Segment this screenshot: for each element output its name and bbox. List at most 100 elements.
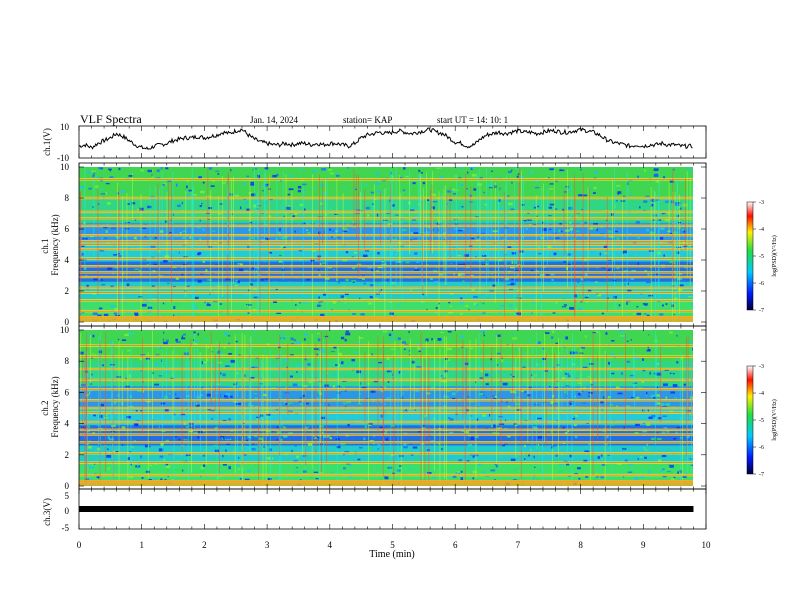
x-tick-label: 8 [578,540,583,550]
spectrogram-sferic [498,195,500,286]
spectrogram-sferic [544,333,545,442]
spectrogram-sferic [691,184,693,239]
spectrogram-speckle [679,241,682,244]
spectrogram-speckle [574,435,578,439]
spectrogram-speckle [268,198,273,201]
spectrogram-sferic [490,176,492,240]
spectrogram-speckle [533,455,535,459]
spectrogram-speckle [400,373,404,376]
spectrogram-sferic [606,196,608,312]
ch1-frequency-label: Frequency (kHz) [50,214,60,275]
spectrogram-speckle [417,347,421,350]
spectrogram-speckle [175,277,179,280]
spectrogram-speckle [220,374,222,377]
spectrogram-speckle [299,168,303,171]
spectrogram-lowband [79,316,693,322]
spectrogram-speckle [624,459,628,463]
spectrogram-speckle [587,294,590,298]
spectrogram-speckle [497,187,502,189]
spectrogram-speckle [251,193,256,197]
spectrogram-speckle [170,377,174,380]
spectrogram-speckle [649,231,655,234]
spectrogram-band-core [79,429,693,431]
spectrogram-speckle [576,230,580,233]
x-tick-label: 5 [390,540,395,550]
spectrogram-speckle [637,237,640,239]
spectrogram-speckle [487,183,491,187]
spectrogram-speckle [492,284,496,288]
spectrogram-speckle [408,297,411,301]
spectrogram-speckle [310,256,313,258]
spectrogram-speckle [532,374,537,377]
spectrogram-speckle [223,394,228,398]
spectrogram-speckle [577,467,581,470]
spectrogram-sferic [424,359,426,486]
spectrogram-sferic [97,188,99,295]
spectrogram-speckle [368,424,372,427]
spectrogram-speckle [181,472,184,475]
spectrogram-speckle [673,437,677,440]
spectrogram-speckle [155,346,161,349]
spectrogram-speckle [499,207,502,211]
spectrogram-speckle [674,397,677,399]
spectrogram-sferic [358,335,360,404]
spectrogram-speckle [109,169,112,172]
spectrogram-speckle [459,167,463,169]
spectrogram-sferic [470,186,472,288]
spectrogram-speckle [323,230,325,234]
spectrogram-speckle [133,423,139,426]
spectrogram-speckle [163,459,166,461]
spectrogram-speckle [130,446,134,448]
spectrogram-speckle [417,175,420,178]
spectrogram-speckle [250,181,255,185]
ch2-y-tick-label: 0 [65,481,70,491]
spectrogram-speckle [652,199,655,201]
spectrogram-speckle [215,170,220,172]
spectrogram-speckle [188,430,194,433]
spectrogram-speckle [436,167,442,169]
spectrogram-sferic [679,194,680,315]
spectrogram-speckle [547,245,552,249]
spectrogram-speckle [302,455,307,457]
spectrogram-speckle [107,384,110,386]
spectrogram-speckle [142,381,144,383]
spectrogram-speckle [210,409,215,412]
spectrogram-speckle [140,369,142,372]
spectrogram-speckle [413,238,418,240]
spectrogram-speckle [661,212,666,215]
spectrogram-speckle [266,194,270,198]
spectrogram-speckle [343,229,349,231]
spectrogram-speckle [347,167,349,169]
spectrogram-sferic [121,350,123,421]
spectrogram-speckle [653,396,657,399]
spectrogram-speckle [266,413,271,416]
spectrogram-speckle [216,414,219,418]
spectrogram-speckle [142,227,147,229]
spectrogram-speckle [630,339,632,341]
spectrogram-sferic [172,172,174,255]
spectrogram-speckle [392,282,397,285]
spectrogram-speckle [673,262,676,264]
spectrogram-speckle [266,456,271,460]
spectrogram-speckle [376,189,380,193]
spectrogram-speckle [373,435,376,437]
spectrogram-speckle [603,448,605,450]
spectrogram-speckle [511,252,516,255]
spectrogram-speckle [480,370,484,373]
spectrogram-speckle [510,413,513,416]
spectrogram-speckle [508,170,512,173]
spectrogram-speckle [645,395,648,397]
spectrogram-speckle [246,245,251,249]
spectrogram-speckle [245,292,251,296]
spectrogram-speckle [534,348,538,350]
spectrogram-speckle [89,430,94,433]
ch1-colorbar-label: log(PSD)(V²/Hz) [771,235,778,276]
spectrogram-speckle [415,389,420,393]
spectrogram-speckle [90,373,94,376]
spectrogram-speckle [315,478,319,480]
spectrogram-speckle [195,340,201,342]
spectrogram-speckle [526,453,529,457]
spectrogram-speckle [412,180,415,183]
spectrogram-speckle [320,352,325,356]
spectrogram-speckle [586,301,589,303]
